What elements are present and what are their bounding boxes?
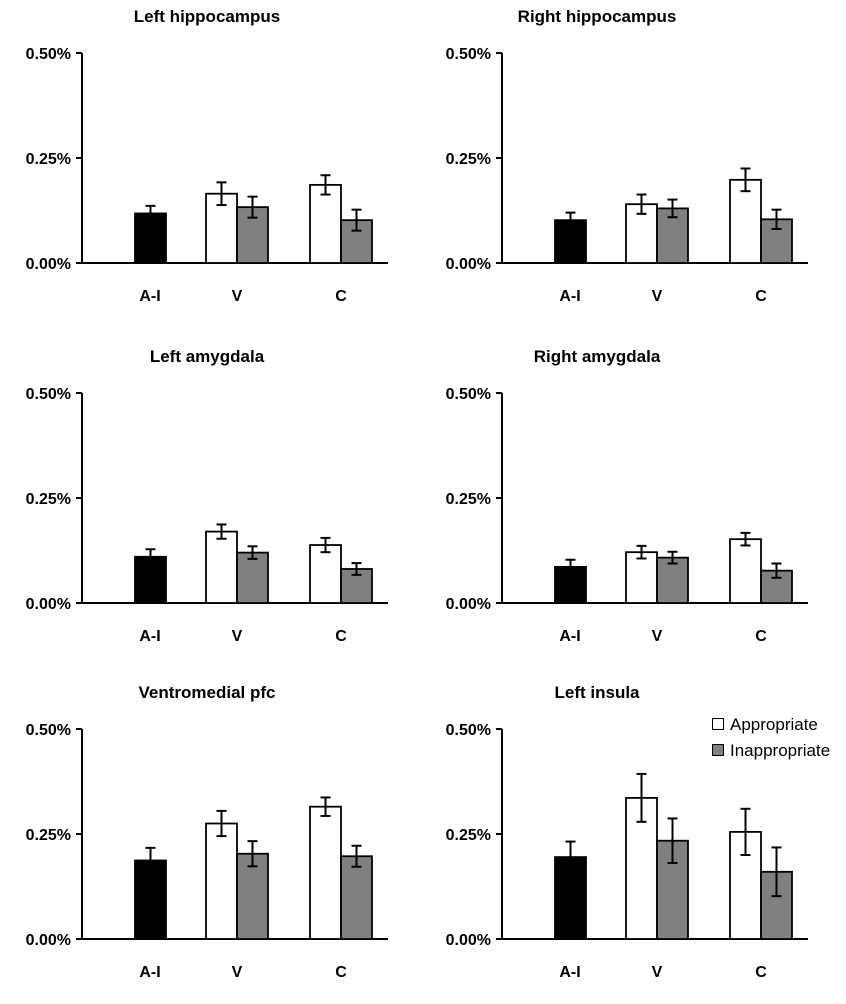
bar-chart: 0.00% 0.25% 0.50% A-I V C — [0, 0, 420, 328]
x-tick-label: C — [335, 288, 347, 305]
x-tick-label: V — [652, 288, 663, 305]
bar-appropriate — [310, 185, 341, 263]
y-tick-label: 0.25% — [446, 151, 491, 168]
legend-item-inappropriate: Inappropriate — [712, 738, 846, 764]
bar-chart: 0.00% 0.25% 0.50% A-I V C — [420, 340, 840, 668]
x-tick-label: A-I — [139, 628, 160, 645]
y-tick-label: 0.00% — [26, 256, 71, 273]
y-tick-label: 0.00% — [446, 932, 491, 949]
legend-swatch-inappropriate — [712, 744, 724, 756]
bar-chart: 0.00% 0.25% 0.50% A-I V C — [420, 0, 840, 328]
bar-appropriate — [730, 539, 761, 603]
y-tick-label: 0.00% — [446, 256, 491, 273]
x-tick-label: C — [755, 628, 767, 645]
y-tick-label: 0.25% — [446, 827, 491, 844]
bar-appropriate — [310, 807, 341, 939]
bar-chart: 0.00% 0.25% 0.50% A-I V C — [0, 340, 420, 668]
bar-appropriate — [206, 824, 237, 940]
x-tick-label: C — [755, 288, 767, 305]
y-tick-label: 0.50% — [26, 722, 71, 739]
chart-panel: Right amygdala 0.00% 0.25% 0.50% A-I V C — [420, 340, 840, 668]
x-tick-label: C — [335, 628, 347, 645]
chart-panel: Right hippocampus 0.00% 0.25% 0.50% A-I V C — [420, 0, 840, 328]
y-tick-label: 0.00% — [26, 932, 71, 949]
y-tick-label: 0.25% — [26, 491, 71, 508]
x-tick-label: V — [232, 964, 243, 981]
y-tick-label: 0.50% — [26, 46, 71, 63]
chart-panel: Left amygdala 0.00% 0.25% 0.50% A-I V C — [0, 340, 420, 668]
x-tick-label: V — [652, 628, 663, 645]
y-tick-label: 0.25% — [446, 491, 491, 508]
bar-appropriate — [626, 552, 657, 603]
y-tick-label: 0.50% — [446, 386, 491, 403]
bar-appropriate — [730, 180, 761, 263]
chart-panel: Ventromedial pfc 0.00% 0.25% 0.50% A-I V C — [0, 676, 420, 1004]
x-tick-label: A-I — [559, 288, 580, 305]
x-tick-label: A-I — [139, 288, 160, 305]
legend-label-appropriate: Appropriate — [730, 715, 818, 734]
x-tick-label: C — [755, 964, 767, 981]
x-tick-label: A-I — [139, 964, 160, 981]
x-tick-label: A-I — [559, 628, 580, 645]
x-tick-label: A-I — [559, 964, 580, 981]
x-tick-label: C — [335, 964, 347, 981]
bar-appropriate — [206, 532, 237, 603]
bar-inappropriate — [237, 553, 268, 603]
y-tick-label: 0.50% — [446, 722, 491, 739]
x-tick-label: V — [232, 288, 243, 305]
legend-item-appropriate: Appropriate — [712, 712, 846, 738]
bar-inappropriate — [341, 856, 372, 939]
y-tick-label: 0.50% — [26, 386, 71, 403]
bar-appropriate — [310, 545, 341, 603]
y-tick-label: 0.00% — [26, 596, 71, 613]
bar-chart: 0.00% 0.25% 0.50% A-I V C — [0, 676, 420, 1004]
chart-panel: Left hippocampus 0.00% 0.25% 0.50% A-I V C — [0, 0, 420, 328]
x-tick-label: V — [232, 628, 243, 645]
legend-label-inappropriate: Inappropriate — [730, 741, 830, 760]
y-tick-label: 0.00% — [446, 596, 491, 613]
y-tick-label: 0.50% — [446, 46, 491, 63]
y-tick-label: 0.25% — [26, 827, 71, 844]
y-tick-label: 0.25% — [26, 151, 71, 168]
legend-swatch-appropriate — [712, 718, 724, 730]
legend: Appropriate Inappropriate — [712, 712, 846, 764]
x-tick-label: V — [652, 964, 663, 981]
